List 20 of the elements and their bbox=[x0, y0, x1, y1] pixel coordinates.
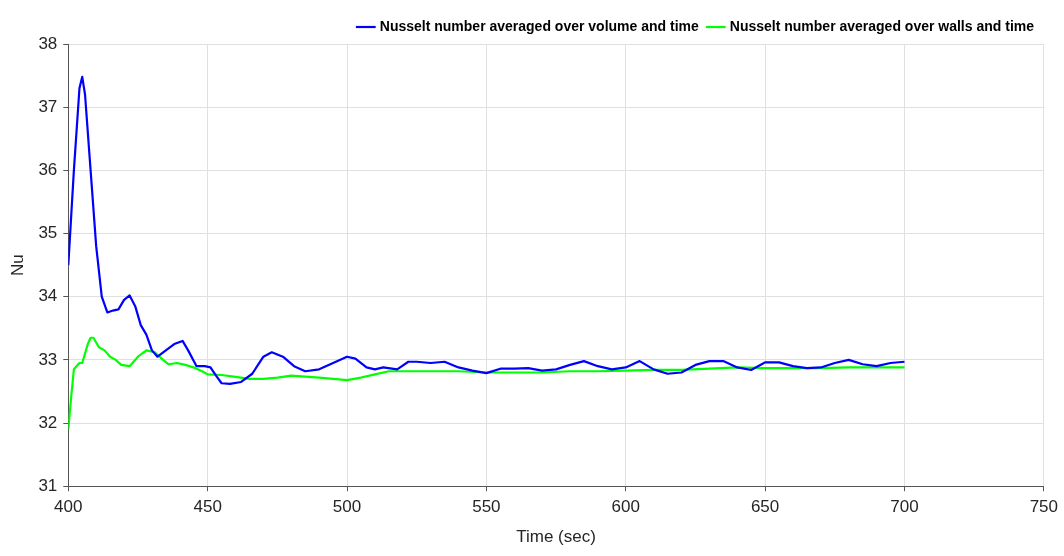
y-tick-label: 35 bbox=[38, 223, 58, 243]
x-tick-label: 400 bbox=[54, 497, 83, 517]
x-tick-label: 700 bbox=[890, 497, 919, 517]
legend-label: Nusselt number averaged over volume and time bbox=[379, 17, 699, 34]
x-tick-label: 450 bbox=[193, 497, 222, 517]
y-axis-title: Nu bbox=[7, 254, 27, 276]
x-tick-label: 550 bbox=[472, 497, 501, 517]
x-tick-label: 500 bbox=[332, 497, 362, 517]
y-tick-label: 31 bbox=[38, 475, 58, 495]
y-tick-label: 38 bbox=[38, 33, 58, 53]
x-tick-label: 600 bbox=[611, 497, 640, 517]
legend-label: Nusselt number averaged over walls and time bbox=[729, 17, 1035, 34]
y-tick-label: 37 bbox=[38, 96, 58, 116]
x-axis-title: Time (sec) bbox=[516, 527, 596, 547]
y-tick-label: 36 bbox=[38, 160, 58, 180]
y-tick-label: 34 bbox=[38, 286, 58, 306]
x-tick-label: 750 bbox=[1029, 497, 1059, 517]
y-tick-label: 33 bbox=[38, 349, 58, 369]
x-tick-label: 650 bbox=[750, 497, 780, 517]
y-tick-label: 32 bbox=[38, 412, 58, 432]
